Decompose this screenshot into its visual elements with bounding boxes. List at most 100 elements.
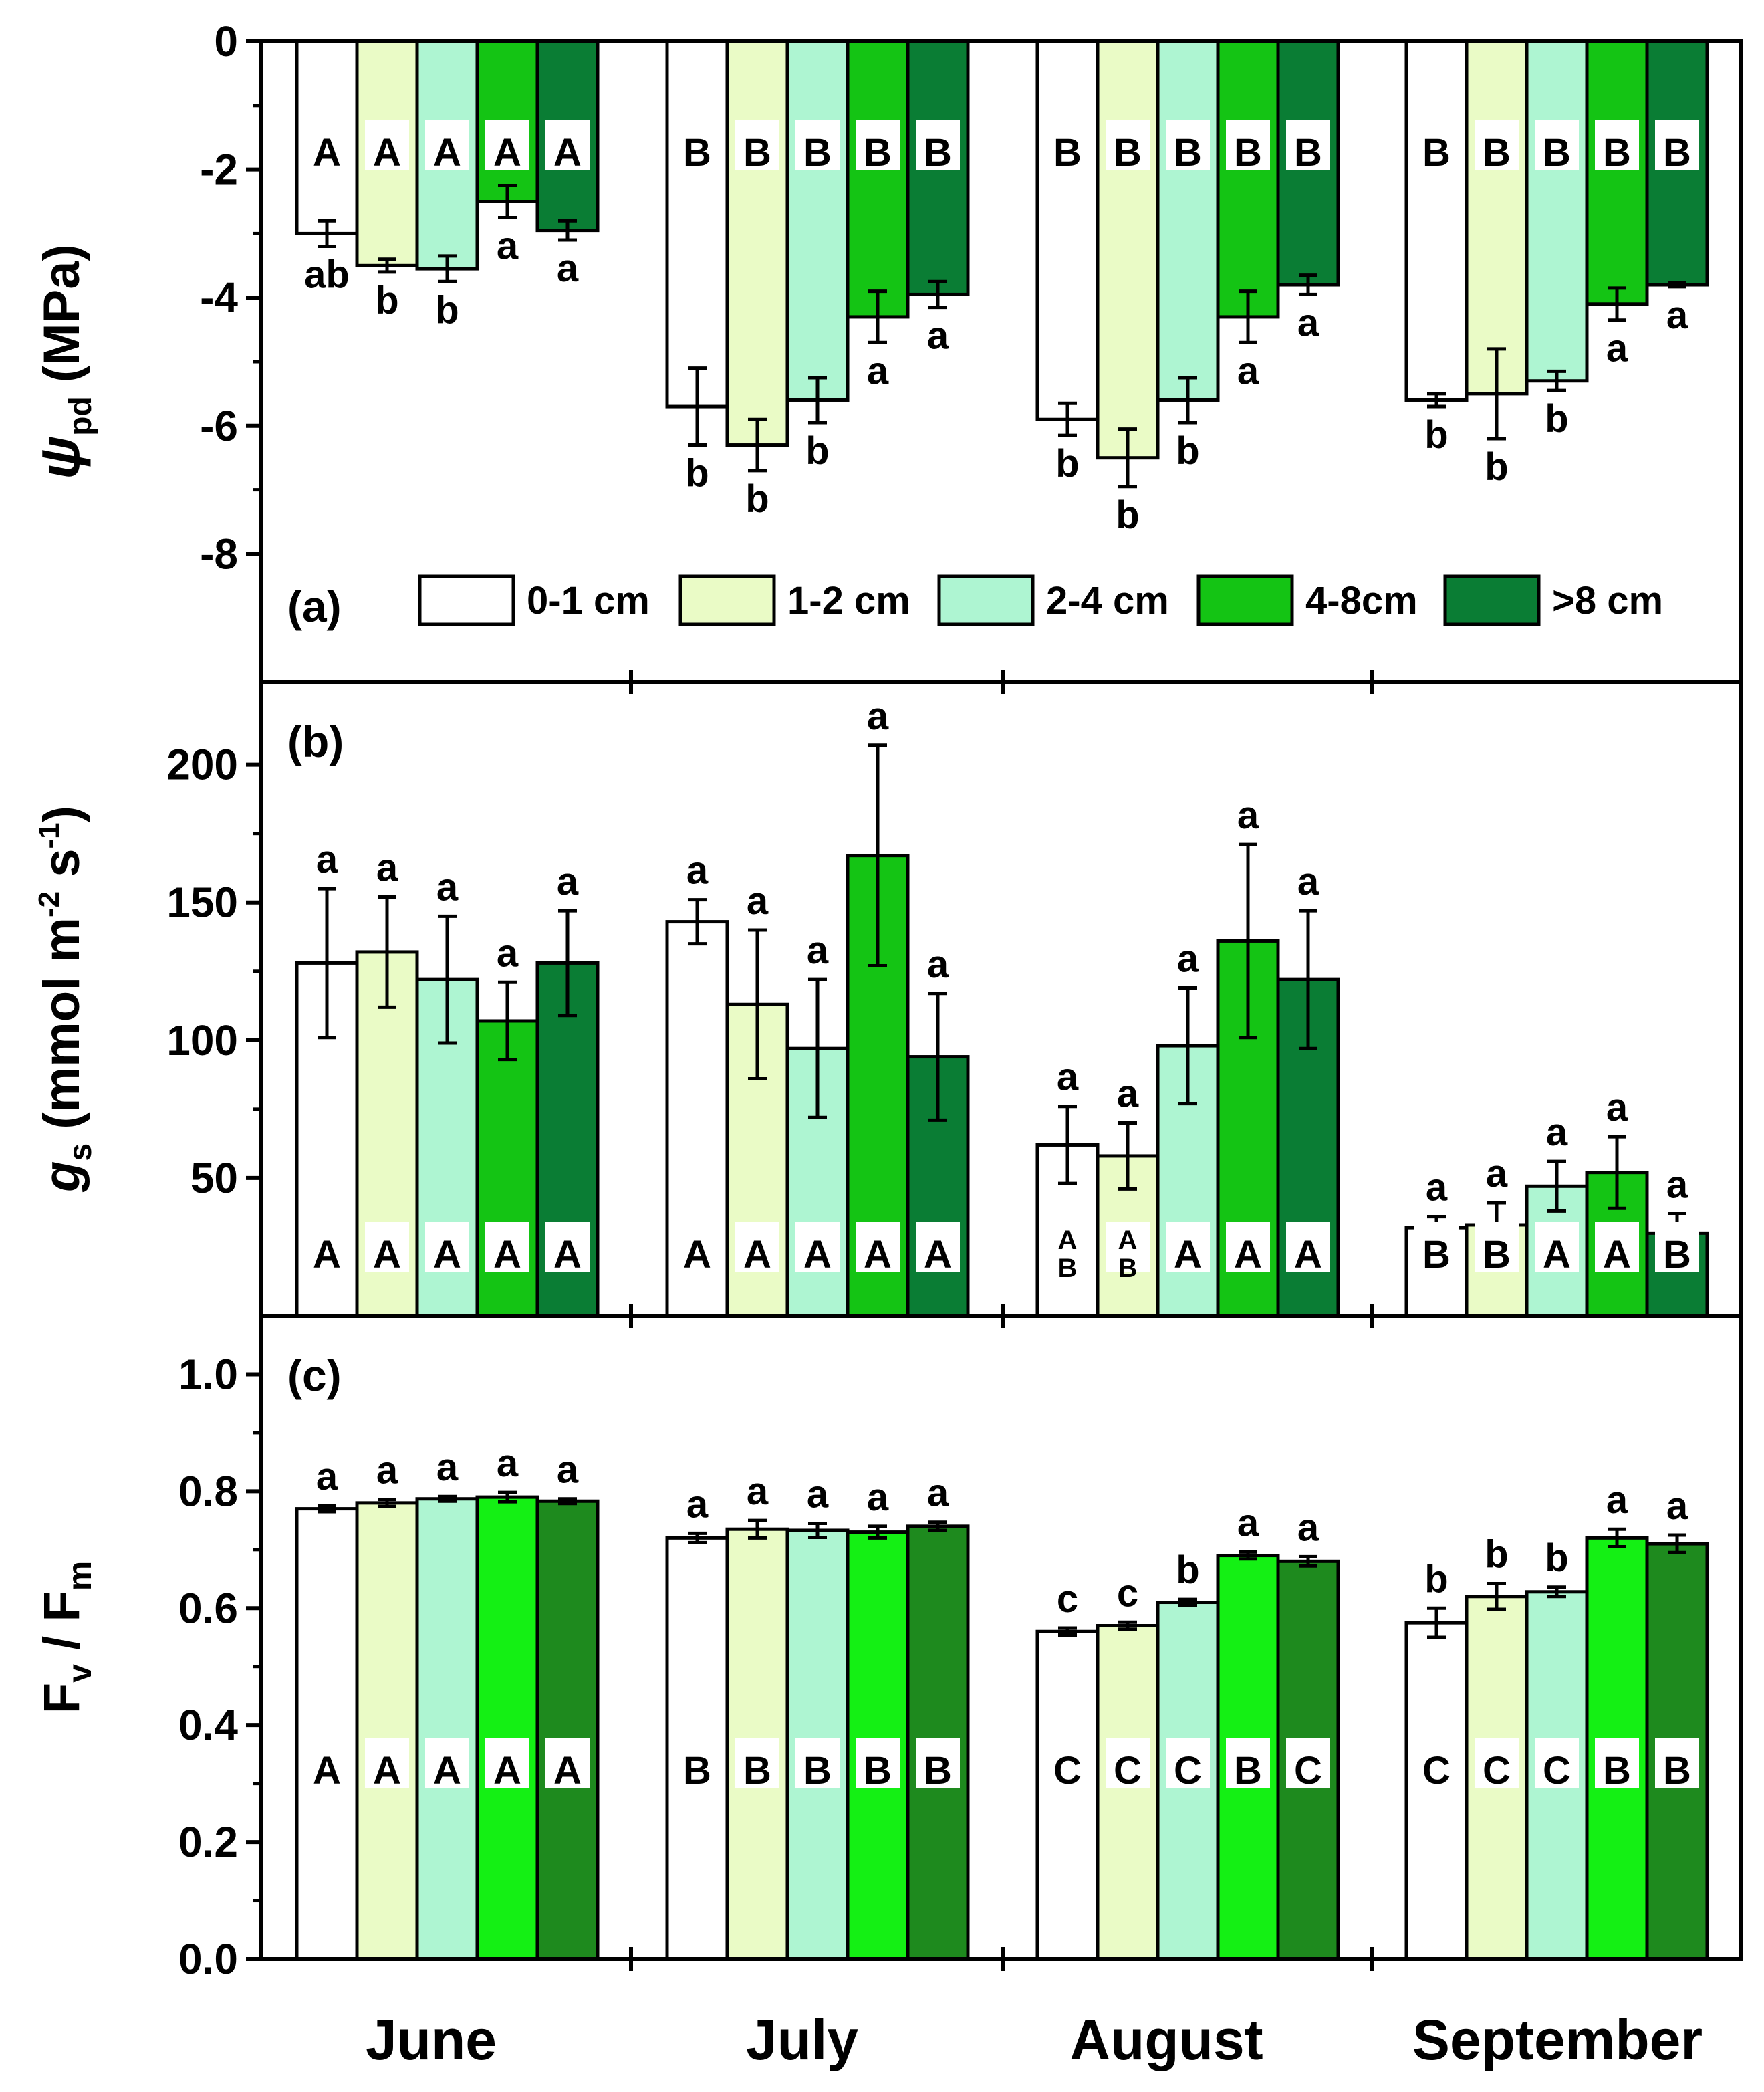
legend-label: 0-1 cm (527, 579, 650, 622)
month-letter: B (1053, 131, 1082, 175)
month-letter: C (1422, 1749, 1451, 1792)
significance-letter: c (1117, 1571, 1138, 1615)
significance-letter: a (747, 879, 769, 923)
letter-box (856, 1222, 900, 1272)
letter-box (735, 1738, 779, 1788)
month-letter: C (1294, 1749, 1322, 1792)
significance-letter: a (1606, 1086, 1628, 1129)
significance-letter: a (1486, 1152, 1508, 1195)
significance-letter: a (867, 349, 889, 392)
significance-letter: a (1666, 1484, 1688, 1528)
letter-box (1286, 1738, 1330, 1788)
month-letter: B (743, 1749, 771, 1792)
bar-a-august-2 (1156, 39, 1220, 402)
y-tick-label: 150 (166, 879, 238, 927)
month-letter: A (433, 1233, 461, 1276)
legend-swatch-2 (937, 574, 1035, 626)
month-letter: B (1483, 131, 1511, 175)
significance-letter: a (1297, 860, 1319, 903)
month-letter: B (1174, 131, 1202, 175)
month-label-september: September (1412, 2008, 1703, 2071)
legend-label: 1-2 cm (787, 579, 910, 622)
month-letter: B (1118, 1254, 1138, 1283)
month-label-august: August (1069, 2008, 1263, 2071)
month-letter: B (1543, 131, 1571, 175)
bar-a-september-0 (1404, 39, 1469, 402)
month-letter: B (683, 131, 711, 175)
bar-c-june-0 (295, 1507, 359, 1961)
letter-box (425, 120, 469, 170)
significance-letter: a (1297, 301, 1319, 344)
significance-letter: a (686, 1482, 709, 1526)
letter-box (545, 1222, 590, 1272)
letter-box (795, 1222, 840, 1272)
month-letter: B (803, 131, 832, 175)
significance-letter: a (1057, 1056, 1079, 1099)
significance-letter: a (1546, 1111, 1568, 1154)
letter-box (856, 1738, 900, 1788)
letter-box (916, 1222, 960, 1272)
letter-box (425, 1738, 469, 1788)
bar-a-september-2 (1525, 39, 1589, 383)
letter-box (305, 1222, 349, 1272)
letter-box (545, 120, 590, 170)
letter-box (735, 1222, 779, 1272)
letter-box (1414, 120, 1459, 170)
letter-box (1475, 120, 1519, 170)
bar-a-july-3 (846, 39, 910, 319)
significance-letter: a (497, 931, 519, 975)
month-letter: A (313, 131, 341, 175)
month-letter: C (1543, 1749, 1571, 1792)
y-axis-title: gs (mmol m-2 s-1) (33, 806, 98, 1193)
significance-letter: b (805, 429, 829, 473)
month-letter: B (743, 131, 771, 175)
month-label-june: June (366, 2008, 497, 2071)
month-letter: B (803, 1749, 832, 1792)
letter-box (795, 120, 840, 170)
month-letter: A (1543, 1233, 1571, 1276)
significance-letter: b (1424, 1557, 1448, 1601)
significance-letter: a (316, 838, 338, 881)
y-tick-label: 100 (166, 1016, 238, 1064)
y-title-symbol: ψ (28, 436, 91, 479)
bar-a-july-0 (665, 39, 729, 409)
month-letter: C (1053, 1749, 1082, 1792)
y-tick-label: 0.0 (178, 1935, 238, 1983)
month-letter: A (683, 1233, 711, 1276)
significance-letter: a (807, 929, 829, 972)
significance-letter: b (1424, 413, 1448, 457)
letter-box (425, 1222, 469, 1272)
significance-letter: b (1485, 445, 1508, 489)
y-tick-label: 50 (191, 1154, 238, 1202)
month-letter: A (924, 1233, 952, 1276)
month-letter: B (1483, 1233, 1511, 1276)
letter-box (1595, 1738, 1639, 1788)
month-letter: B (1603, 1749, 1631, 1792)
letter-box (1475, 1738, 1519, 1788)
month-letter: B (864, 1749, 892, 1792)
y-title-unit: (MPa) (33, 244, 90, 396)
month-letter: A (493, 1233, 521, 1276)
letter-box (1535, 1222, 1579, 1272)
letter-box (1226, 1738, 1270, 1788)
month-letter: A (493, 1749, 521, 1792)
month-letter: A (373, 1233, 401, 1276)
month-letter: B (1234, 131, 1262, 175)
panel-label: (a) (287, 582, 342, 631)
month-label-july: July (746, 2008, 858, 2071)
significance-letter: b (435, 288, 459, 332)
month-letter: C (1483, 1749, 1511, 1792)
bar-a-july-2 (785, 39, 850, 402)
significance-letter: a (557, 247, 579, 290)
month-letter: B (924, 1749, 952, 1792)
letter-box (365, 120, 409, 170)
significance-letter: a (1177, 937, 1199, 981)
month-letter: B (1294, 131, 1322, 175)
letter-box (485, 1222, 529, 1272)
legend-swatch-1 (678, 574, 776, 626)
legend-swatch-3 (1196, 574, 1294, 626)
y-title-unit: ) (33, 806, 90, 822)
y-tick-label: -2 (200, 146, 238, 194)
letter-box (1045, 1222, 1090, 1272)
significance-letter: b (1176, 429, 1199, 473)
